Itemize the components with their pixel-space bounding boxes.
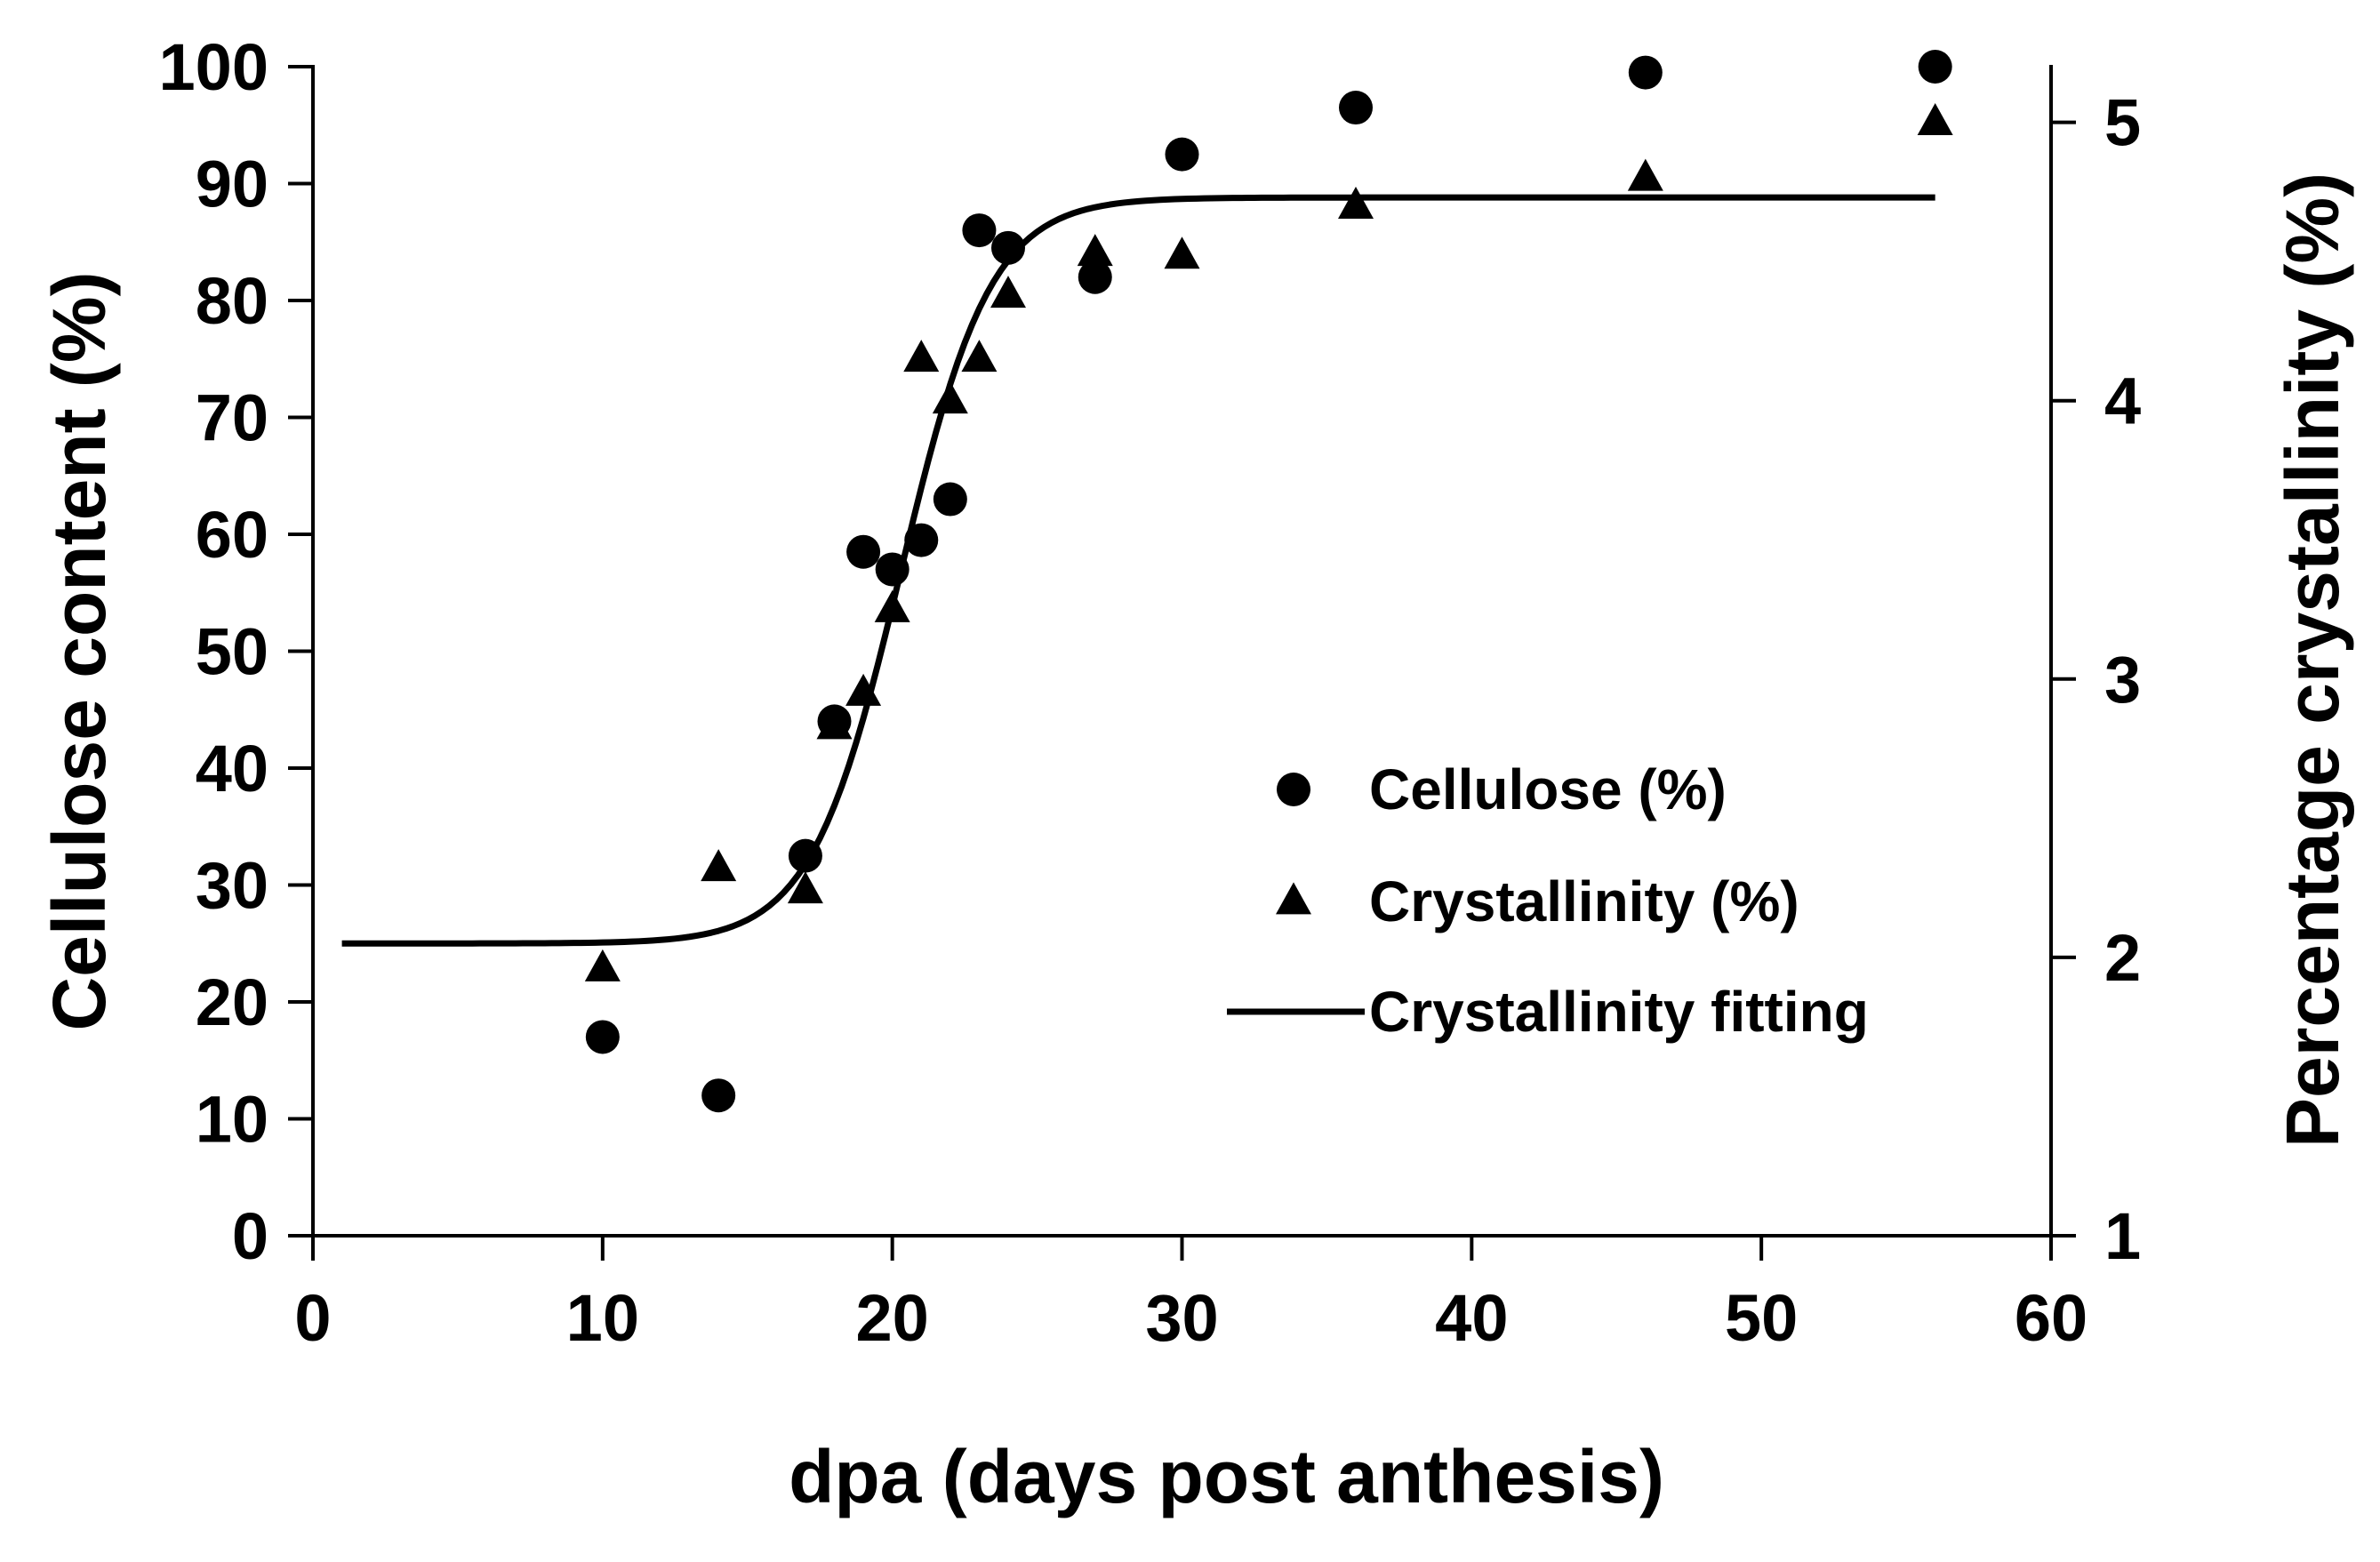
x-axis-title: dpa (days post anthesis)	[789, 1435, 1664, 1518]
cellulose-point	[904, 523, 939, 557]
crystallinity-point	[990, 276, 1026, 308]
y-tick-label: 50	[196, 615, 268, 689]
y-tick-label: 40	[196, 732, 268, 805]
y-tick-label: 10	[196, 1083, 268, 1157]
y-axis-title: Cellulose content (%)	[37, 271, 121, 1030]
fit-line-crystallinity	[341, 194, 1935, 947]
y-tick-label: 80	[196, 264, 268, 338]
y2-tick-label: 5	[2104, 86, 2141, 160]
y2-tick-label: 3	[2104, 643, 2141, 717]
crystallinity-point	[1338, 186, 1374, 219]
y-tick-label: 60	[196, 498, 268, 572]
cellulose-point	[933, 482, 967, 517]
x-tick-label: 10	[566, 1281, 639, 1355]
cellulose-point	[1165, 137, 1199, 172]
x-tick-label: 0	[294, 1281, 331, 1355]
x-tick-label: 20	[856, 1281, 929, 1355]
crystallinity-point	[1077, 234, 1113, 267]
crystallinity-point	[845, 673, 882, 706]
y-tick-label: 90	[196, 148, 268, 221]
cellulose-point	[817, 704, 852, 739]
y-tick-label: 0	[232, 1199, 268, 1273]
crystallinity-point	[961, 340, 998, 372]
cellulose-point	[1078, 260, 1112, 294]
cellulose-point	[585, 1020, 620, 1054]
crystallinity-point	[874, 589, 910, 622]
cellulose-point	[788, 838, 822, 873]
x-tick-label: 60	[2015, 1281, 2088, 1355]
y-tick-label: 30	[196, 849, 268, 923]
legend-label-fitting: Crystallinity fitting	[1369, 980, 1869, 1044]
crystallinity-point	[1917, 103, 1953, 136]
cellulose-point	[875, 552, 910, 587]
legend-triangle-marker	[1276, 882, 1311, 915]
cellulose-point	[1339, 91, 1373, 125]
x-tick-label: 50	[1725, 1281, 1798, 1355]
cellulose-point	[962, 213, 997, 248]
y-tick-label: 100	[159, 30, 268, 104]
cellulose-point	[701, 1078, 736, 1113]
crystallinity-point	[584, 949, 621, 981]
crystallinity-point	[903, 340, 940, 372]
legend-label-crystallinity: Crystallinity (%)	[1369, 869, 1799, 933]
crystallinity-point	[787, 871, 823, 904]
cellulose-point	[1628, 55, 1663, 90]
y-tick-label: 70	[196, 381, 268, 455]
x-tick-label: 40	[1435, 1281, 1508, 1355]
cellulose-point	[846, 534, 881, 569]
crystallinity-point	[932, 381, 968, 414]
y2-tick-label: 1	[2104, 1199, 2141, 1273]
y-tick-label: 20	[196, 965, 268, 1039]
crystallinity-point	[701, 849, 737, 882]
crystallinity-point	[1164, 236, 1200, 269]
crystallinity-point	[1627, 158, 1663, 191]
cellulose-point	[991, 230, 1025, 265]
cellulose-point	[1918, 50, 1952, 84]
y2-axis-title: Percentage crystallinity (%)	[2271, 172, 2354, 1148]
legend-circle-marker	[1277, 773, 1310, 806]
y2-tick-label: 2	[2104, 921, 2141, 995]
y2-tick-label: 4	[2104, 364, 2141, 438]
x-tick-label: 30	[1145, 1281, 1218, 1355]
legend-label-cellulose: Cellulose (%)	[1369, 757, 1727, 821]
